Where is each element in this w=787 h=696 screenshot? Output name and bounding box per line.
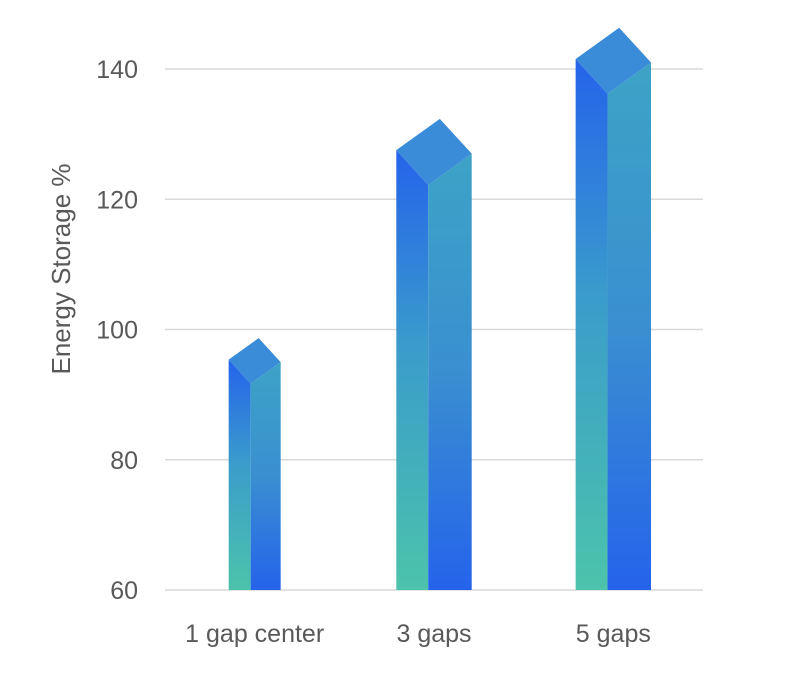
bar-1 [228, 338, 281, 590]
x-tick-label-2: 3 gaps [396, 620, 471, 648]
bar-top-face [228, 338, 281, 384]
x-axis-tick-labels: 1 gap center 3 gaps 5 gaps [185, 620, 651, 648]
bar-right-face [607, 62, 652, 591]
bar-left-face [228, 359, 251, 590]
bar-3 [575, 27, 652, 591]
y-axis-title: Energy Storage % [46, 163, 76, 374]
y-tick-label-120: 120 [96, 186, 138, 214]
bar-right-face [428, 153, 472, 590]
y-tick-label-60: 60 [110, 577, 138, 605]
x-tick-label-1: 1 gap center [185, 620, 324, 648]
y-tick-label-80: 80 [110, 447, 138, 475]
y-axis-tick-labels: 60 80 100 120 140 [96, 56, 138, 605]
y-tick-label-140: 140 [96, 56, 138, 84]
bar-top-face [396, 118, 472, 185]
x-tick-label-3: 5 gaps [576, 620, 651, 648]
bar-2 [396, 118, 472, 590]
bars [228, 27, 652, 591]
y-tick-label-100: 100 [96, 317, 138, 345]
bar-right-face [250, 362, 281, 590]
bar-top-face [575, 27, 652, 94]
bar-left-face [396, 150, 429, 590]
bar-left-face [575, 59, 608, 590]
